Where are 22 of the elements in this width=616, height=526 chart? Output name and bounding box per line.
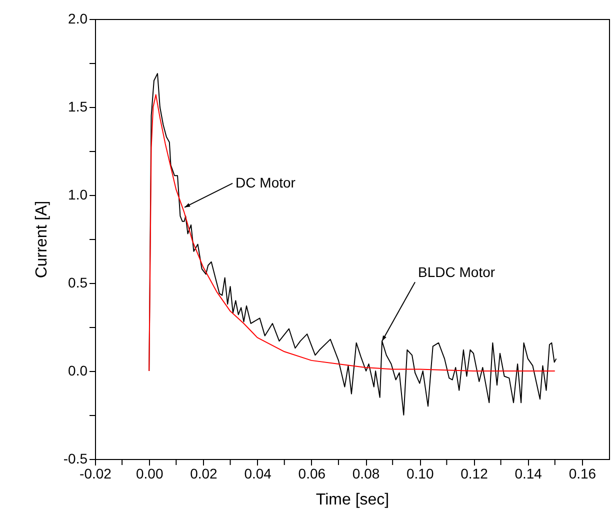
y-tick-label: 1.0 — [68, 186, 88, 202]
x-tick-label: 0.10 — [406, 466, 434, 482]
x-tick-label: -0.02 — [80, 466, 112, 482]
x-tick-label: 0.14 — [514, 466, 542, 482]
x-tick-label: 0.08 — [352, 466, 380, 482]
annotation: BLDC Motor — [418, 264, 496, 280]
x-tick-label: 0.04 — [244, 466, 272, 482]
y-tick-label: 0.0 — [68, 362, 88, 378]
y-tick-label: 0.5 — [68, 274, 88, 290]
y-tick-label: 1.5 — [68, 98, 88, 114]
x-tick-label: 0.06 — [298, 466, 326, 482]
x-tick-label: 0.12 — [460, 466, 488, 482]
x-axis-title: Time [sec] — [316, 492, 390, 508]
y-tick-label: 2.0 — [68, 10, 88, 26]
line-series — [148, 94, 556, 372]
line-series — [148, 73, 557, 416]
annotation: DC Motor — [236, 174, 296, 190]
y-tick-label: -0.5 — [63, 450, 88, 466]
x-tick-label: 0.16 — [568, 466, 596, 482]
y-axis-title: Current [A] — [33, 200, 50, 278]
x-tick-label: 0.00 — [136, 466, 164, 482]
x-tick-label: 0.02 — [190, 466, 218, 482]
